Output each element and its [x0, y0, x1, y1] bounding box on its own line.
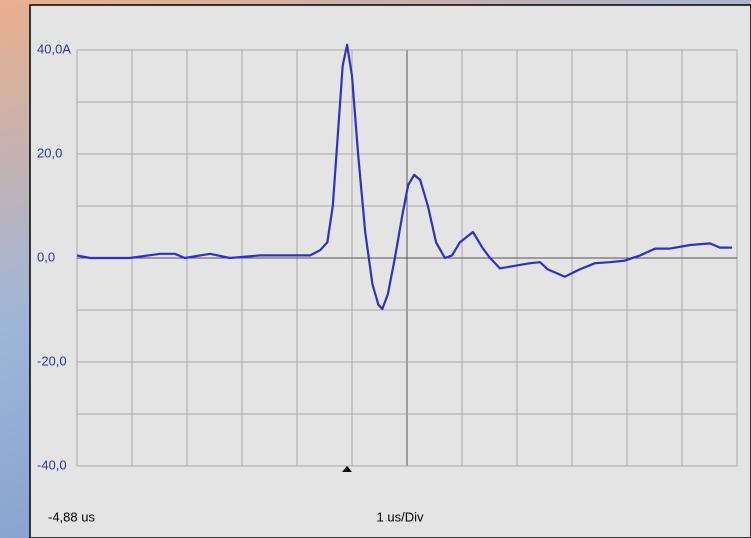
scope-window: 1 us/Div -4,88 us -40,0 -20,0 0,0 20,0 40,0A — [0, 0, 751, 538]
y-tick-label: 40,0A — [37, 41, 71, 56]
y-tick-label: -40,0 — [37, 457, 67, 472]
time-scale-label: 1 us/Div — [377, 509, 424, 524]
x-tick-label: -4,88 us — [48, 509, 95, 524]
y-tick-label: 0,0 — [37, 249, 55, 264]
scope-panel — [30, 5, 751, 538]
y-tick-label: 20,0 — [37, 145, 62, 160]
page: 1 us/Div -4,88 us-40,0-20,00,020,040,0A … — [0, 0, 751, 538]
y-tick-label: -20,0 — [37, 353, 67, 368]
